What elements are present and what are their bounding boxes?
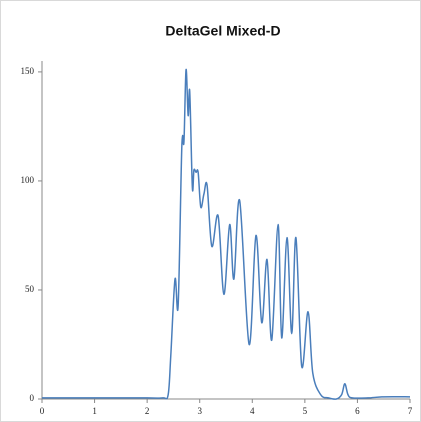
data-line	[42, 68, 411, 400]
x-tick-label: 4	[250, 406, 255, 416]
x-tick-label: 7	[408, 406, 413, 416]
chart-title: DeltaGel Mixed-D	[165, 23, 280, 39]
x-tick-label: 1	[92, 406, 97, 416]
y-tick-label: 150	[21, 66, 35, 76]
y-tick-label: 100	[21, 175, 35, 185]
y-tick-label: 0	[30, 393, 35, 403]
x-tick-label: 6	[355, 406, 360, 416]
x-tick-label: 2	[145, 406, 150, 416]
x-tick-label: 0	[40, 406, 45, 416]
x-tick-label: 3	[197, 406, 202, 416]
x-tick-label: 5	[303, 406, 308, 416]
y-tick-label: 50	[25, 284, 35, 294]
